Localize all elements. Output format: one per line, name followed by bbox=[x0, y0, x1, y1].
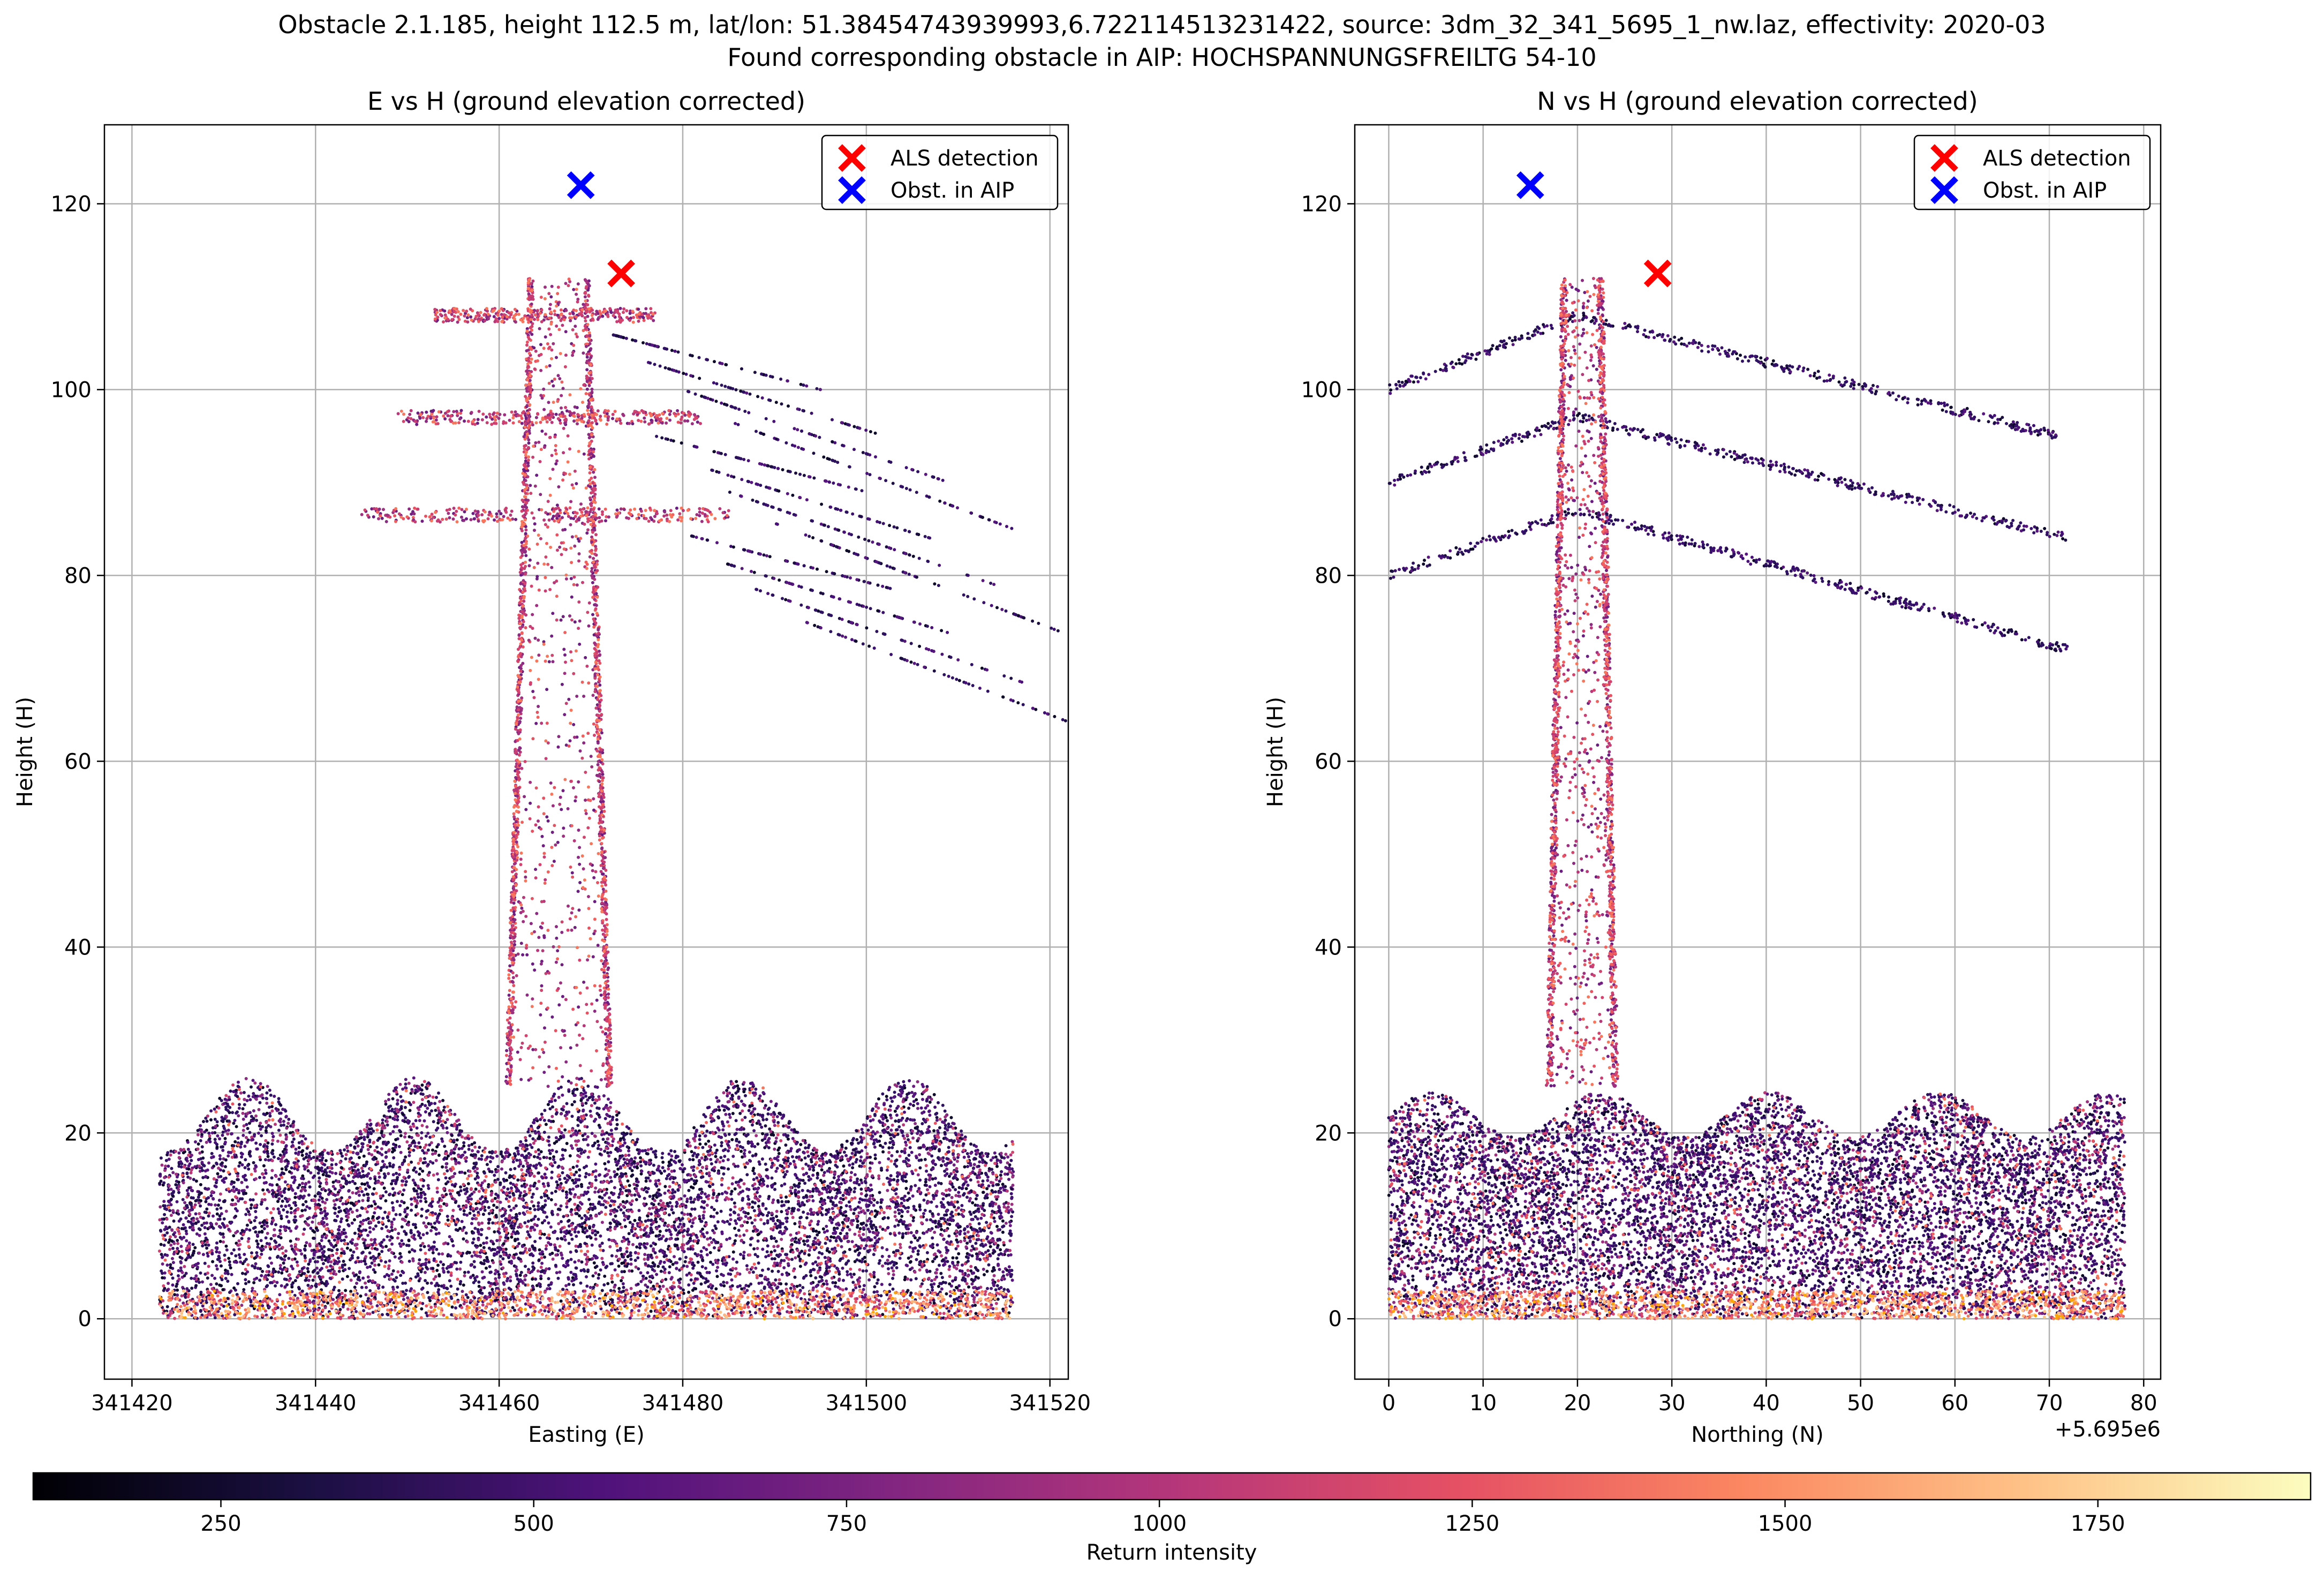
colorbar-tick-label: 1500 bbox=[1758, 1511, 1813, 1536]
legend-entry: Obst. in AIP bbox=[838, 176, 1014, 204]
point-cloud-points bbox=[159, 333, 1053, 1320]
colorbar-tick-label: 1750 bbox=[2071, 1511, 2125, 1536]
x-tick-label: 60 bbox=[1941, 1391, 1968, 1416]
point-cloud-points bbox=[157, 283, 1015, 1321]
x-tick-label: 10 bbox=[1469, 1391, 1497, 1416]
y-tick-label: 80 bbox=[1315, 563, 1342, 588]
y-tick-label: 80 bbox=[64, 563, 92, 588]
x-tick-label: 50 bbox=[1847, 1391, 1874, 1416]
plot-frame bbox=[103, 124, 1069, 1380]
x-tick-label: 80 bbox=[2130, 1391, 2157, 1416]
y-tick-label: 60 bbox=[1315, 749, 1342, 774]
y-tick-label: 120 bbox=[1301, 192, 1342, 216]
y-tick-label: 20 bbox=[1315, 1121, 1342, 1146]
point-cloud bbox=[157, 277, 1067, 1321]
x-tick-label: 341460 bbox=[458, 1391, 540, 1416]
y-tick-label: 0 bbox=[78, 1307, 92, 1331]
y-tick-label: 60 bbox=[64, 749, 92, 774]
aip-obstacle-marker bbox=[1516, 171, 1544, 199]
colorbar-tick-label: 500 bbox=[514, 1511, 554, 1536]
y-tick-label: 100 bbox=[51, 378, 92, 402]
legend-label: ALS detection bbox=[1983, 146, 2131, 171]
y-axis-label: Height (H) bbox=[13, 697, 37, 807]
markers bbox=[1516, 171, 1672, 288]
point-cloud-points bbox=[1392, 280, 2124, 1321]
y-tick-label: 100 bbox=[1301, 378, 1342, 402]
x-ticks: 0 10 20 30 40 50 60 70 80 bbox=[1382, 1379, 2157, 1416]
y-tick-label: 20 bbox=[64, 1121, 92, 1146]
point-cloud-points bbox=[1389, 278, 2123, 1320]
colorbar: 250 500 750 1000 1250 1500 1750 Return intensi… bbox=[32, 1472, 2312, 1565]
point-cloud-points bbox=[171, 1289, 1008, 1321]
legend-label: ALS detection bbox=[891, 146, 1039, 171]
y-tick-label: 0 bbox=[1329, 1307, 1342, 1331]
aip-obstacle-marker bbox=[567, 171, 595, 199]
colorbar-tick-label: 750 bbox=[826, 1511, 867, 1536]
y-ticks: 0 20 40 60 80 100 120 bbox=[1301, 192, 1355, 1331]
legend-entry: ALS detection bbox=[838, 144, 1039, 172]
legend: ALS detection Obst. in AIP bbox=[821, 134, 1059, 210]
y-ticks: 0 20 40 60 80 100 120 bbox=[51, 192, 104, 1331]
y-tick-label: 40 bbox=[1315, 935, 1342, 960]
x-tick-label: 0 bbox=[1382, 1391, 1395, 1416]
point-cloud-points bbox=[158, 277, 1006, 1320]
colorbar-tick-label: 250 bbox=[200, 1511, 241, 1536]
point-cloud-points bbox=[159, 333, 1065, 1320]
point-cloud-points bbox=[159, 1289, 1012, 1320]
colorbar-tick-label: 1250 bbox=[1445, 1511, 1499, 1536]
plot-frame bbox=[1354, 124, 2162, 1380]
colorbar-tick-label: 1000 bbox=[1132, 1511, 1187, 1536]
suptitle-line-1: Obstacle 2.1.185, height 112.5 m, lat/lo… bbox=[278, 10, 2046, 39]
x-offset-text: +5.695e6 bbox=[2055, 1417, 2161, 1442]
y-axis-label: Height (H) bbox=[1263, 697, 1288, 807]
point-cloud-points bbox=[162, 277, 1015, 1320]
x-axis-label: Easting (E) bbox=[528, 1423, 644, 1447]
x-tick-label: 70 bbox=[2036, 1391, 2063, 1416]
point-cloud-points bbox=[1387, 277, 2126, 1320]
x-tick-label: 40 bbox=[1753, 1391, 1780, 1416]
grid bbox=[1355, 125, 2161, 1379]
x-tick-label: 341440 bbox=[275, 1391, 357, 1416]
x-axis-label: Northing (N) bbox=[1691, 1423, 1824, 1447]
x-tick-label: 341520 bbox=[1009, 1391, 1091, 1416]
point-cloud-points bbox=[1387, 1290, 2124, 1321]
point-cloud-points bbox=[1390, 283, 2124, 1320]
legend-label: Obst. in AIP bbox=[1983, 178, 2107, 203]
als-detection-marker bbox=[1643, 259, 1672, 288]
point-cloud bbox=[1387, 277, 2126, 1321]
subplot-title: E vs H (ground elevation corrected) bbox=[367, 87, 805, 116]
point-cloud-points bbox=[1390, 1290, 2123, 1320]
subplot-easting: E vs H (ground elevation corrected) 3414… bbox=[13, 87, 1091, 1447]
colorbar-label: Return intensity bbox=[1086, 1540, 1257, 1565]
als-detection-marker bbox=[607, 259, 636, 288]
suptitle-line-2: Found corresponding obstacle in AIP: HOC… bbox=[727, 43, 1596, 72]
legend-frame bbox=[821, 134, 1059, 210]
point-cloud-points bbox=[167, 278, 1007, 1321]
legend-label: Obst. in AIP bbox=[891, 178, 1014, 203]
legend-entry: Obst. in AIP bbox=[1930, 176, 2107, 204]
colorbar-ticks: 250 500 750 1000 1250 1500 1750 bbox=[200, 1500, 2125, 1536]
markers bbox=[567, 171, 636, 288]
x-tick-label: 341500 bbox=[826, 1391, 908, 1416]
x-tick-label: 341480 bbox=[642, 1391, 724, 1416]
legend-frame bbox=[1913, 134, 2151, 210]
legend-entry: ALS detection bbox=[1930, 144, 2131, 172]
x-ticks: 341420 341440 341460 341480 341500 341520 bbox=[91, 1379, 1091, 1416]
colorbar-gradient bbox=[32, 1472, 2312, 1501]
x-tick-label: 341420 bbox=[91, 1391, 173, 1416]
point-cloud-points bbox=[1389, 278, 2126, 1321]
point-cloud-points bbox=[167, 1289, 1007, 1321]
x-tick-label: 20 bbox=[1564, 1391, 1591, 1416]
legend: ALS detection Obst. in AIP bbox=[1913, 134, 2151, 210]
subplot-northing: N vs H (ground elevation corrected) 0 10 2… bbox=[1263, 87, 2162, 1447]
y-tick-label: 120 bbox=[51, 192, 92, 216]
x-tick-label: 30 bbox=[1658, 1391, 1686, 1416]
subplot-title: N vs H (ground elevation corrected) bbox=[1537, 87, 1978, 116]
y-tick-label: 40 bbox=[64, 935, 92, 960]
point-cloud-points bbox=[1387, 277, 2124, 1320]
point-cloud-points bbox=[1387, 316, 2126, 1320]
